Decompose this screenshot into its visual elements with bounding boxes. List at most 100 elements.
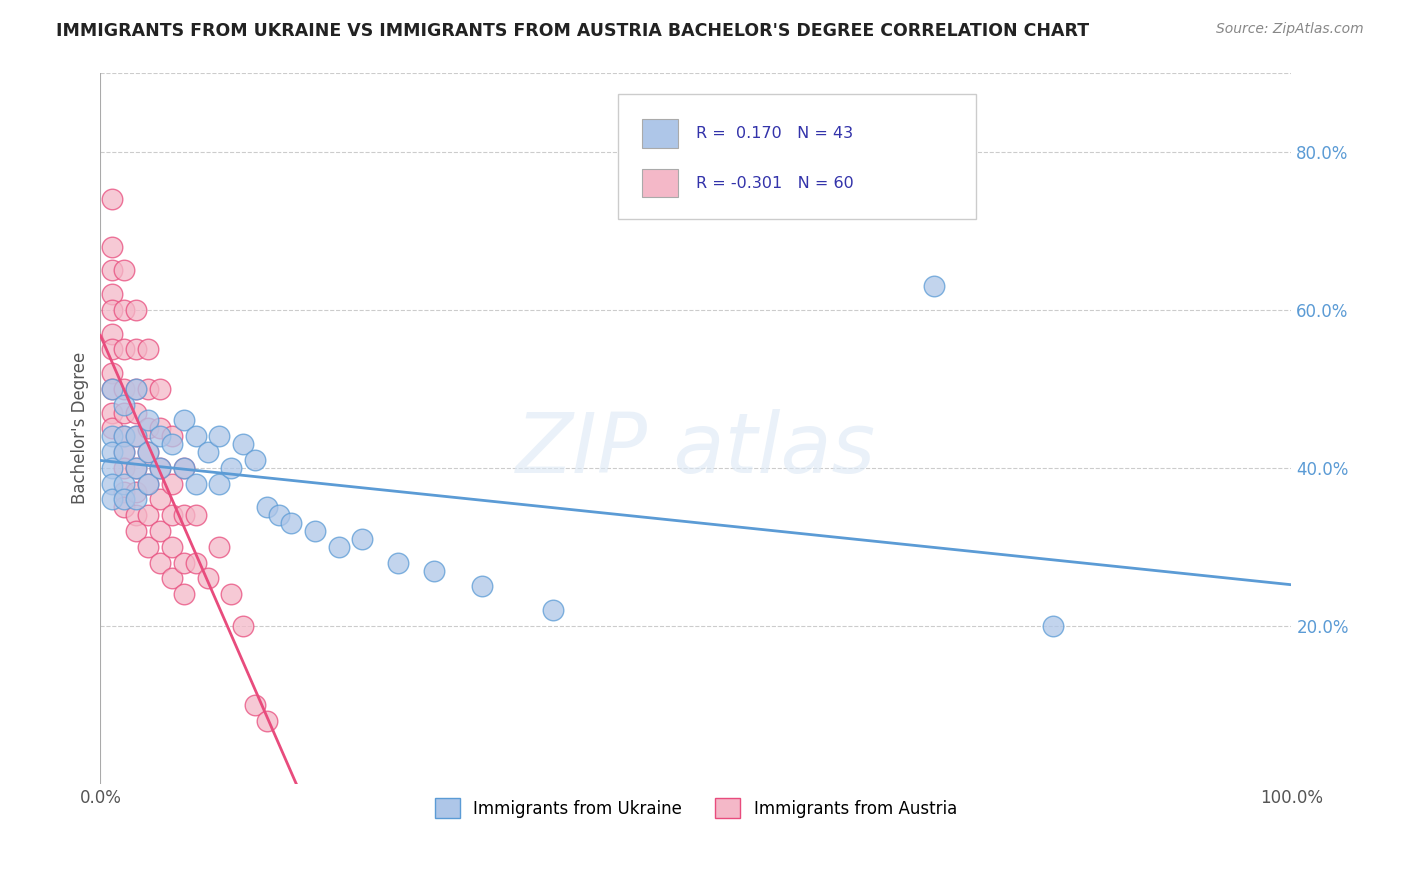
Point	[352, 532, 374, 546]
Point	[101, 445, 124, 459]
Point	[112, 382, 135, 396]
Point	[112, 476, 135, 491]
Point	[149, 524, 172, 538]
Point	[160, 476, 183, 491]
Point	[149, 460, 172, 475]
Y-axis label: Bachelor's Degree: Bachelor's Degree	[72, 352, 89, 505]
Point	[101, 476, 124, 491]
Point	[112, 460, 135, 475]
Point	[256, 714, 278, 728]
Point	[197, 571, 219, 585]
Point	[112, 263, 135, 277]
Point	[112, 492, 135, 507]
Point	[149, 460, 172, 475]
Point	[184, 476, 207, 491]
Point	[101, 302, 124, 317]
Point	[149, 492, 172, 507]
Point	[125, 302, 148, 317]
Point	[173, 460, 195, 475]
Point	[328, 540, 350, 554]
Point	[125, 429, 148, 443]
Point	[160, 571, 183, 585]
Point	[125, 406, 148, 420]
Point	[149, 429, 172, 443]
Point	[245, 453, 267, 467]
Point	[136, 382, 159, 396]
Point	[232, 437, 254, 451]
Point	[136, 508, 159, 523]
Point	[173, 508, 195, 523]
Point	[125, 382, 148, 396]
Point	[304, 524, 326, 538]
Point	[136, 540, 159, 554]
Point	[221, 460, 243, 475]
Point	[125, 382, 148, 396]
Point	[541, 603, 564, 617]
Point	[125, 508, 148, 523]
Point	[136, 476, 159, 491]
Legend: Immigrants from Ukraine, Immigrants from Austria: Immigrants from Ukraine, Immigrants from…	[429, 791, 963, 825]
Point	[136, 413, 159, 427]
Point	[136, 343, 159, 357]
Point	[160, 540, 183, 554]
Point	[245, 698, 267, 712]
Point	[280, 516, 302, 530]
Point	[101, 343, 124, 357]
Point	[149, 556, 172, 570]
Text: ZIP atlas: ZIP atlas	[516, 409, 876, 491]
Point	[221, 587, 243, 601]
Point	[208, 476, 231, 491]
Point	[470, 579, 492, 593]
Point	[125, 484, 148, 499]
Point	[112, 429, 135, 443]
Point	[208, 429, 231, 443]
Point	[160, 437, 183, 451]
Point	[149, 421, 172, 435]
Point	[101, 192, 124, 206]
Point	[173, 460, 195, 475]
Point	[112, 302, 135, 317]
Point	[184, 508, 207, 523]
Point	[208, 540, 231, 554]
Point	[256, 500, 278, 515]
Text: IMMIGRANTS FROM UKRAINE VS IMMIGRANTS FROM AUSTRIA BACHELOR'S DEGREE CORRELATION: IMMIGRANTS FROM UKRAINE VS IMMIGRANTS FR…	[56, 22, 1090, 40]
Point	[136, 476, 159, 491]
Point	[101, 240, 124, 254]
Text: Source: ZipAtlas.com: Source: ZipAtlas.com	[1216, 22, 1364, 37]
Point	[112, 406, 135, 420]
FancyBboxPatch shape	[643, 120, 678, 147]
Point	[101, 460, 124, 475]
Point	[101, 366, 124, 380]
Point	[160, 508, 183, 523]
Point	[112, 429, 135, 443]
FancyBboxPatch shape	[643, 169, 678, 197]
Point	[136, 445, 159, 459]
Point	[173, 413, 195, 427]
Point	[184, 429, 207, 443]
Text: R = -0.301   N = 60: R = -0.301 N = 60	[696, 176, 853, 191]
Point	[173, 556, 195, 570]
Point	[267, 508, 290, 523]
Point	[922, 279, 945, 293]
Text: R =  0.170   N = 43: R = 0.170 N = 43	[696, 126, 853, 141]
Point	[101, 263, 124, 277]
Point	[387, 556, 409, 570]
Point	[101, 492, 124, 507]
Point	[125, 492, 148, 507]
Point	[184, 556, 207, 570]
Point	[101, 326, 124, 341]
Point	[125, 460, 148, 475]
Point	[173, 587, 195, 601]
Point	[101, 421, 124, 435]
Point	[160, 429, 183, 443]
Point	[125, 343, 148, 357]
Point	[112, 500, 135, 515]
Point	[112, 445, 135, 459]
Point	[112, 484, 135, 499]
Point	[125, 524, 148, 538]
Point	[423, 564, 446, 578]
Point	[136, 445, 159, 459]
Point	[112, 398, 135, 412]
Point	[149, 382, 172, 396]
Point	[101, 382, 124, 396]
